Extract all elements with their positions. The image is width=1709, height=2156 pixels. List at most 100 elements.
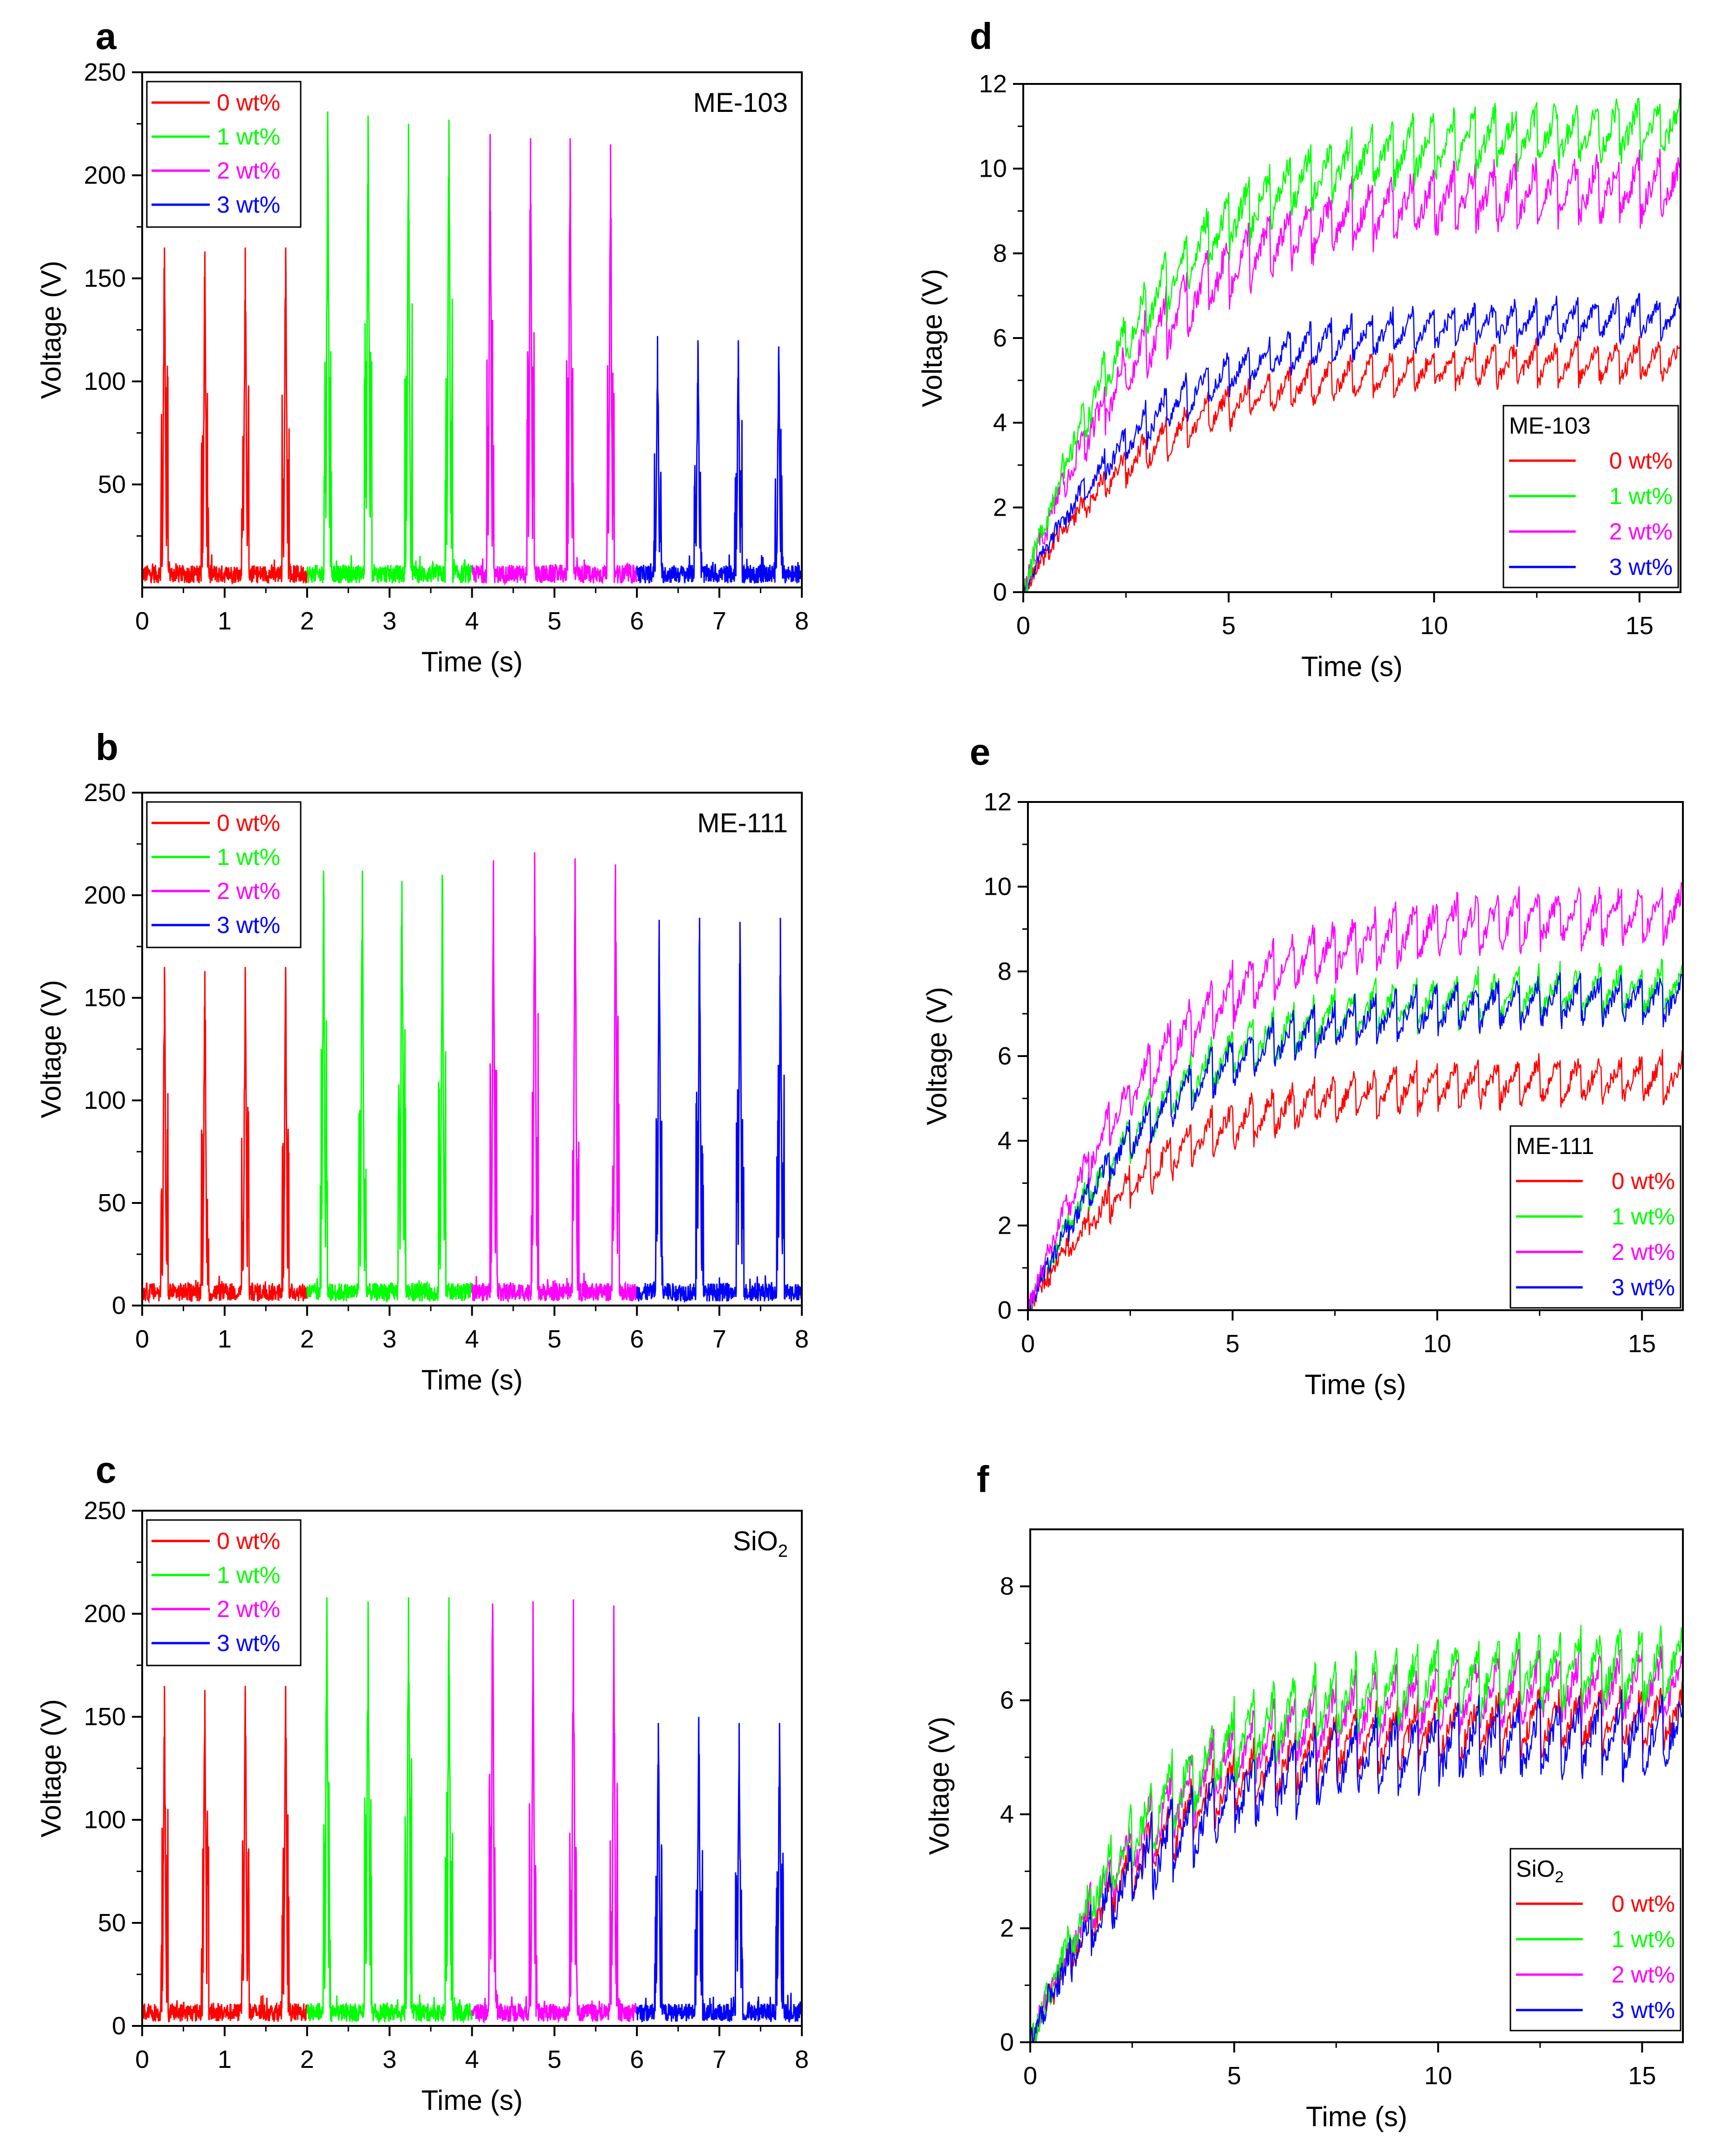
y-tick-label: 2 xyxy=(998,1211,1012,1239)
panel-letter: b xyxy=(96,726,118,768)
legend-label: 1 wt% xyxy=(217,124,280,150)
series-line-0wt xyxy=(1023,336,1681,592)
x-tick-label: 4 xyxy=(465,607,479,635)
y-tick-label: 0 xyxy=(1000,2028,1014,2056)
x-tick-label: 3 xyxy=(383,2045,397,2073)
legend-label: 0 wt% xyxy=(1612,1891,1675,1917)
panel-c: c 0 1 2 3 4 5 6 7 8 0 50 100 150 200 250 Time (s) Voltage… xyxy=(35,1449,809,2116)
x-tick-label: 0 xyxy=(1016,612,1030,640)
y-tick-label: 10 xyxy=(984,873,1012,901)
panel-e: e 0 5 10 15 0 2 4 6 8 10 12 Time (s) Voltage (V) ME-11… xyxy=(921,731,1684,1400)
series-line-3wt xyxy=(1023,293,1681,592)
panel-a: a 0 1 2 3 4 5 6 7 8 50 100 150 200 250 Time (s) Voltage … xyxy=(35,15,809,677)
x-axis-title: Time (s) xyxy=(421,2085,523,2116)
plot-area xyxy=(1030,1624,1683,2042)
axes-frame xyxy=(1029,1528,1684,2043)
x-axis-title: Time (s) xyxy=(421,1364,523,1396)
y-tick-label: 0 xyxy=(112,1292,126,1320)
legend-box xyxy=(146,1519,302,1666)
series-line-2wt xyxy=(471,852,638,1303)
x-tick-label: 6 xyxy=(630,607,644,635)
panel-b: b 0 1 2 3 4 5 6 7 8 0 50 100 150 200 250 Time (s) Voltage… xyxy=(35,726,809,1396)
x-tick-label: 0 xyxy=(1023,2062,1037,2090)
series-line-3wt xyxy=(1030,1689,1683,2042)
x-tick-label: 10 xyxy=(1420,612,1448,640)
material-label: ME-103 xyxy=(693,88,788,118)
y-tick-label: 250 xyxy=(84,1497,126,1525)
y-tick-label: 2 xyxy=(993,493,1007,521)
material-label: ME-111 xyxy=(697,808,788,838)
panel-letter: f xyxy=(977,1458,989,1500)
series-line-3wt xyxy=(636,918,802,1303)
y-tick-label: 12 xyxy=(984,788,1012,816)
legend-title: ME-111 xyxy=(1516,1133,1594,1159)
x-tick-label: 4 xyxy=(465,2045,479,2073)
y-tick-label: 6 xyxy=(998,1042,1012,1070)
x-tick-label: 1 xyxy=(218,607,232,635)
y-axis-title: Voltage (V) xyxy=(35,261,67,399)
series-line-1wt xyxy=(306,111,473,584)
series-line-1wt xyxy=(1028,958,1683,1309)
legend-label: 0 wt% xyxy=(217,90,280,116)
legend-title: ME-103 xyxy=(1509,413,1591,439)
legend-label: 3 wt% xyxy=(217,912,280,938)
x-tick-label: 0 xyxy=(135,2045,149,2073)
x-tick-label: 5 xyxy=(547,1325,561,1353)
panel-letter: c xyxy=(96,1449,117,1491)
y-tick-label: 4 xyxy=(1000,1800,1014,1828)
series-line-1wt xyxy=(306,871,473,1304)
y-tick-label: 50 xyxy=(98,1189,126,1217)
legend-label: 2 wt% xyxy=(1612,1962,1675,1988)
series-line-0wt xyxy=(142,967,308,1304)
material-label: SiO2 xyxy=(733,1526,788,1561)
legend-label: 1 wt% xyxy=(1609,483,1673,509)
x-tick-label: 0 xyxy=(135,1325,149,1353)
y-tick-label: 50 xyxy=(98,1909,126,1937)
y-tick-label: 4 xyxy=(998,1127,1012,1155)
y-tick-label: 4 xyxy=(993,409,1007,437)
panel-letter: d xyxy=(970,15,992,57)
y-tick-label: 150 xyxy=(84,1703,126,1731)
y-tick-label: 8 xyxy=(1000,1572,1014,1600)
legend-label: 1 wt% xyxy=(1612,1926,1675,1952)
y-tick-label: 12 xyxy=(979,70,1007,98)
x-tick-label: 3 xyxy=(383,607,397,635)
y-tick-label: 150 xyxy=(84,984,126,1012)
series-line-2wt xyxy=(471,1599,638,2024)
series-line-0wt xyxy=(142,1686,308,2023)
series-line-1wt xyxy=(1023,97,1681,592)
x-tick-label: 0 xyxy=(135,607,149,635)
y-axis-title: Voltage (V) xyxy=(917,269,948,408)
legend-label: 2 wt% xyxy=(217,158,280,184)
y-axis-title: Voltage (V) xyxy=(35,1699,67,1838)
series-line-1wt xyxy=(1030,1624,1683,2042)
x-tick-label: 7 xyxy=(712,1325,726,1353)
legend-label: 3 wt% xyxy=(217,192,280,218)
y-tick-label: 250 xyxy=(84,779,126,807)
legend-label: 2 wt% xyxy=(1612,1239,1675,1265)
panel-d: d 0 5 10 15 0 2 4 6 8 10 12 Time (s) Voltage (V) ME-10… xyxy=(917,15,1681,682)
legend-label: 3 wt% xyxy=(1612,1997,1675,2023)
x-tick-label: 2 xyxy=(300,1325,314,1353)
y-tick-label: 200 xyxy=(84,881,126,909)
x-tick-label: 5 xyxy=(1227,2062,1241,2090)
x-tick-label: 6 xyxy=(630,2045,644,2073)
series-line-3wt xyxy=(636,1716,802,2023)
series-line-3wt xyxy=(1028,972,1683,1310)
x-axis-title: Time (s) xyxy=(421,646,523,677)
x-tick-label: 10 xyxy=(1423,1330,1451,1358)
y-tick-label: 100 xyxy=(84,1806,126,1834)
legend-label: 1 wt% xyxy=(217,844,280,870)
x-tick-label: 5 xyxy=(1222,612,1236,640)
legend-label: 3 wt% xyxy=(1612,1274,1675,1300)
x-tick-label: 15 xyxy=(1628,2062,1656,2090)
x-axis-title: Time (s) xyxy=(1306,2101,1407,2132)
legend-label: 0 wt% xyxy=(1612,1168,1675,1194)
y-tick-label: 0 xyxy=(993,578,1007,606)
y-tick-label: 250 xyxy=(84,58,126,86)
legend-box xyxy=(146,801,302,948)
plot-area xyxy=(1023,97,1681,592)
x-tick-label: 6 xyxy=(630,1325,644,1353)
legend-label: 2 wt% xyxy=(217,878,280,904)
